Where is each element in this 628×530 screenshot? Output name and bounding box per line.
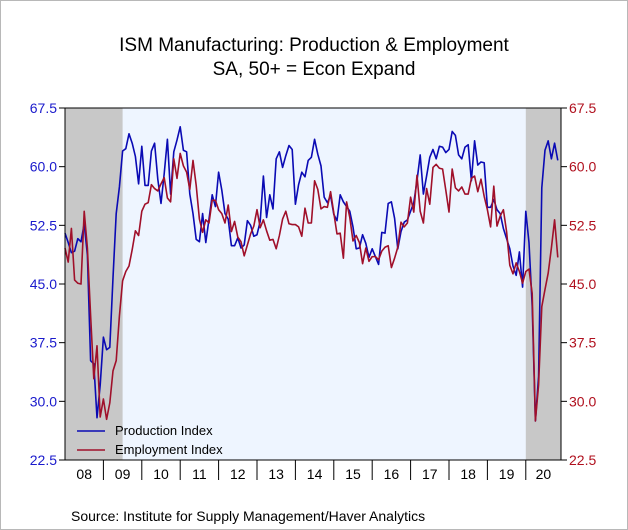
y-tick-label-right: 60.0 [569,159,596,175]
plot-area [65,108,561,460]
y-tick-label-right: 67.5 [569,100,596,116]
x-tick-label: 17 [422,466,438,482]
y-tick-label-right: 37.5 [569,335,596,351]
y-tick-label-left: 22.5 [30,452,57,468]
series-line-production [64,125,559,422]
x-tick-label: 12 [230,466,246,482]
y-tick-label-left: 37.5 [30,335,57,351]
y-tick-label-left: 45.0 [30,276,57,292]
x-tick-label: 09 [115,466,131,482]
x-tick-label: 14 [307,466,323,482]
x-tick-label: 19 [499,466,515,482]
y-tick-label-right: 45.0 [569,276,596,292]
y-tick-label-right: 30.0 [569,393,596,409]
y-tick-label-left: 60.0 [30,159,57,175]
x-tick-label: 18 [460,466,476,482]
legend-label-employment: Employment Index [115,442,223,457]
recession-band-1 [65,108,123,460]
x-tick-label: 16 [384,466,400,482]
axes: 67.5 67.5 60.0 60.0 52.5 52.5 45.0 45.0 37.5 37.5… [30,100,597,482]
x-tick-label: 20 [536,466,552,482]
x-tick-label: 15 [345,466,361,482]
y-tick-label-right: 22.5 [569,452,596,468]
legend-label-production: Production Index [115,423,213,438]
series-line-employment [64,152,559,422]
y-tick-label-right: 52.5 [569,217,596,233]
y-tick-label-left: 30.0 [30,393,57,409]
legend: Production Index Employment Index [77,423,223,457]
chart-title: ISM Manufacturing: Production & Employme… [119,35,509,56]
y-tick-label-left: 67.5 [30,100,57,116]
x-tick-label: 10 [153,466,169,482]
x-tick-label: 08 [76,466,92,482]
source-note: Source: Institute for Supply Management/… [71,508,425,524]
y-tick-label-left: 52.5 [30,217,57,233]
x-tick-label: 13 [268,466,284,482]
x-tick-label: 11 [192,466,207,482]
series-lines [64,125,559,422]
chart-subtitle: SA, 50+ = Econ Expand [213,59,416,80]
